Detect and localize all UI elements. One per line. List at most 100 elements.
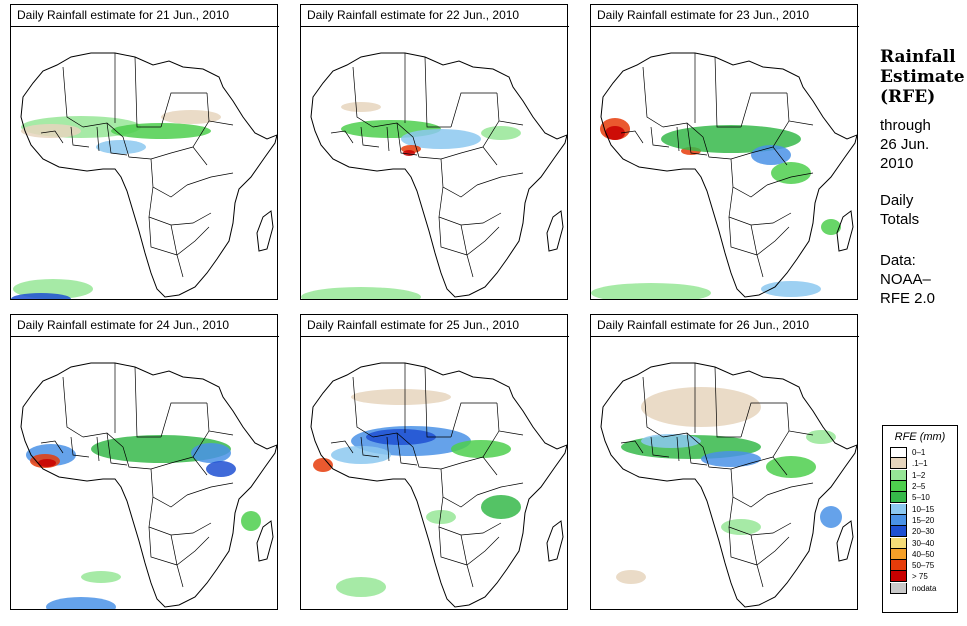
country-border (440, 468, 478, 508)
africa-map (301, 337, 567, 609)
panel-title: Daily Rainfall estimate for 21 Jun., 201… (11, 5, 279, 27)
country-border (440, 158, 478, 198)
legend-item: .1–1 (883, 458, 957, 470)
country-border (476, 482, 524, 496)
legend-label: 0–1 (912, 448, 926, 458)
legend-label: 2–5 (912, 482, 926, 492)
rainfall-map-panel-2: Daily Rainfall estimate for 22 Jun., 201… (300, 4, 569, 300)
rainfall-patch (426, 510, 456, 524)
data-source-line: Data: (880, 252, 916, 269)
country-border (686, 432, 708, 466)
legend-item: 2–5 (883, 481, 957, 493)
rainfall-patch (403, 150, 415, 156)
country-border (360, 126, 380, 148)
country-border (106, 432, 128, 466)
country-border (750, 224, 764, 278)
rainfall-patch (721, 519, 761, 535)
country-border (460, 224, 474, 278)
legend-swatch (890, 481, 907, 493)
rainfall-patch (111, 123, 211, 139)
africa-map-svg (591, 52, 857, 299)
country-border (642, 376, 664, 438)
country-border (620, 130, 644, 144)
legend-swatch (890, 469, 907, 481)
country-border (150, 158, 188, 198)
legend-swatch (890, 537, 907, 549)
country-border (360, 436, 380, 458)
legend-item: 15–20 (883, 514, 957, 526)
rainfall-patch (341, 102, 381, 112)
country-border (186, 172, 234, 186)
legend-swatch (890, 560, 907, 572)
date-line: 26 Jun. (880, 136, 930, 153)
rainfall-patch (336, 577, 386, 597)
rainfall-patch (191, 443, 231, 463)
africa-map (11, 337, 277, 609)
country-border (728, 526, 758, 566)
country-border (176, 536, 210, 566)
land-fill (311, 363, 567, 607)
through-label: through (880, 117, 931, 134)
rainfall-patch (21, 124, 81, 138)
legend-item: 30–40 (883, 537, 957, 549)
country-border (714, 366, 741, 438)
madagascar-outline (836, 520, 854, 562)
rainfall-map-panel-1: Daily Rainfall estimate for 21 Jun., 201… (10, 4, 279, 300)
land-fill (601, 53, 857, 297)
country-border (650, 126, 670, 148)
totals-label: Daily Totals (880, 191, 919, 229)
legend-item: nodata (883, 582, 957, 594)
country-border (134, 366, 161, 438)
country-border (40, 440, 64, 454)
rainfall-patch (616, 570, 646, 584)
legend-item: 20–30 (883, 526, 957, 538)
country-border (150, 468, 188, 508)
panel-title: Daily Rainfall estimate for 24 Jun., 201… (11, 315, 279, 337)
country-border (176, 226, 210, 256)
rainfall-patch (806, 430, 836, 444)
totals-line: Daily (880, 192, 914, 209)
madagascar-outline (256, 520, 274, 562)
legend-swatch (890, 526, 907, 538)
rainfall-patch (401, 129, 481, 149)
rainfall-patch (331, 446, 391, 464)
africa-map-svg (600, 362, 857, 608)
country-border (62, 66, 84, 128)
country-border (620, 440, 644, 454)
country-border (476, 172, 524, 186)
country-border (330, 130, 354, 144)
rainfall-patch (11, 293, 71, 299)
rainfall-patch (821, 219, 841, 235)
legend-label: 30–40 (912, 538, 935, 548)
legend-swatch (890, 447, 907, 459)
africa-map (591, 337, 857, 609)
rainfall-patch (641, 387, 761, 427)
coastline (310, 52, 567, 298)
country-border (438, 216, 468, 256)
legend-item: 1–2 (883, 469, 957, 481)
country-border (148, 526, 178, 566)
country-border (728, 216, 758, 256)
country-border (424, 56, 451, 128)
legend-item: > 75 (883, 571, 957, 583)
rainfall-patch (46, 597, 116, 609)
rainfall-patch (481, 495, 521, 519)
rainfall-patch (313, 458, 333, 472)
legend-rows: 0–1.1–1 1–2 2–5 5–10 10–15 15–20 20–30 30–40 40–… (883, 447, 957, 594)
legend-label: 1–2 (912, 470, 926, 480)
rainfall-map-panel-4: Daily Rainfall estimate for 24 Jun., 201… (10, 314, 279, 610)
legend-label: > 75 (912, 572, 928, 582)
madagascar-outline (836, 210, 854, 252)
country-border (96, 436, 100, 462)
country-border (438, 526, 468, 566)
land-fill (601, 363, 857, 607)
country-border (106, 122, 128, 156)
land-fill (21, 53, 277, 297)
africa-map-svg (301, 52, 567, 299)
panel-title: Daily Rainfall estimate for 25 Jun., 201… (301, 315, 569, 337)
date-line: 2010 (880, 155, 914, 172)
country-border (466, 536, 500, 566)
country-border (134, 56, 161, 128)
legend-label: 20–30 (912, 527, 935, 537)
country-border (424, 366, 451, 438)
